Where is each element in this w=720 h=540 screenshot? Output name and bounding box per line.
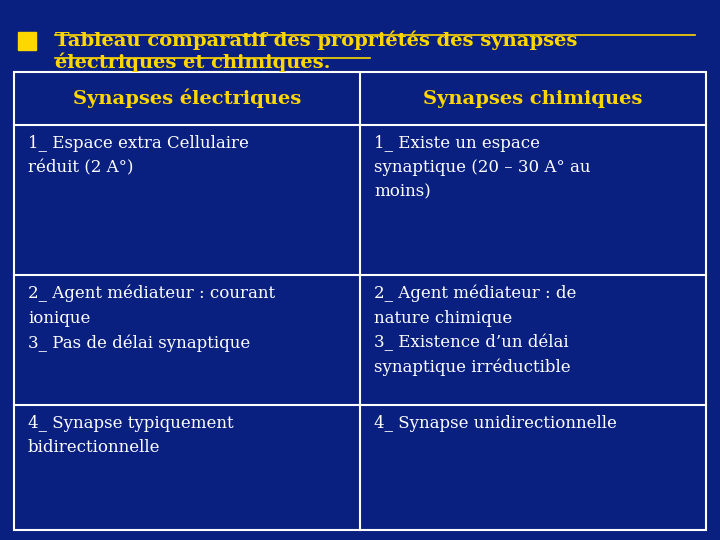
Text: 4_ Synapse unidirectionnelle: 4_ Synapse unidirectionnelle <box>374 415 617 432</box>
Text: Synapses électriques: Synapses électriques <box>73 89 301 108</box>
Text: électriques et chimiques.: électriques et chimiques. <box>55 53 330 72</box>
Text: 1_ Espace extra Cellulaire
réduit (2 A°): 1_ Espace extra Cellulaire réduit (2 A°) <box>28 135 249 176</box>
Text: 2_ Agent médiateur : courant
ionique
3_ Pas de délai synaptique: 2_ Agent médiateur : courant ionique 3_ … <box>28 285 275 352</box>
Text: Tableau comparatif des propriétés des synapses: Tableau comparatif des propriétés des sy… <box>55 30 577 50</box>
Bar <box>18 32 36 50</box>
Text: 4_ Synapse typiquement
bidirectionnelle: 4_ Synapse typiquement bidirectionnelle <box>28 415 233 456</box>
Bar <box>14 72 706 530</box>
Text: Synapses chimiques: Synapses chimiques <box>423 90 643 107</box>
Text: 2_ Agent médiateur : de
nature chimique
3_ Existence d’un délai
synaptique irréd: 2_ Agent médiateur : de nature chimique … <box>374 285 577 376</box>
Text: 1_ Existe un espace
synaptique (20 – 30 A° au
moins): 1_ Existe un espace synaptique (20 – 30 … <box>374 135 590 200</box>
